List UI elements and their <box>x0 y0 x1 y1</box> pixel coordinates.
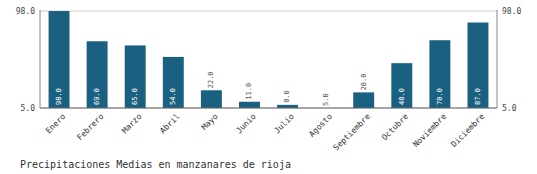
bars <box>49 11 489 108</box>
bar <box>391 63 412 108</box>
x-tick-label: Octubre <box>380 112 410 142</box>
data-label: 69.0 <box>93 88 101 105</box>
x-tick-label: Marzo <box>120 112 144 136</box>
y-axis-line <box>497 10 498 108</box>
data-label: 70.0 <box>436 88 444 105</box>
grid-line <box>40 11 497 12</box>
bar <box>49 11 70 108</box>
y-tick-label: 98.0 <box>502 7 521 16</box>
data-label: 11.0 <box>245 83 253 100</box>
bar <box>353 92 374 108</box>
data-label: 98.0 <box>55 88 63 105</box>
data-label: 65.0 <box>131 88 139 105</box>
x-tick-label: Julio <box>273 112 297 136</box>
bar <box>467 23 488 108</box>
y-tick-label: 5.0 <box>502 104 517 113</box>
bar <box>429 40 450 108</box>
x-axis-line <box>40 108 497 109</box>
bar <box>125 45 146 108</box>
x-tick-label: Diciembre <box>449 112 486 149</box>
chart: 5.0 5.0 98.0 98.0 98.0 69.0 65.0 54.0 22.0 11.0 8.… <box>0 0 537 174</box>
x-tick-label: Noviembre <box>411 112 448 149</box>
data-label: 54.0 <box>169 88 177 105</box>
data-label: 20.0 <box>360 74 368 91</box>
y-axis-line <box>40 10 41 108</box>
y-tick-label: 98.0 <box>16 7 35 16</box>
data-label: 5.0 <box>322 93 330 106</box>
x-tick-label: Mayo <box>200 112 220 132</box>
title: Precipitaciones Medias en manzanares de … <box>20 159 291 170</box>
x-tick-label: Febrero <box>75 112 105 142</box>
x-tick-label: Agosto <box>307 112 334 139</box>
bar <box>163 57 184 108</box>
bar <box>239 102 260 108</box>
x-tick-label: Septiembre <box>332 112 373 153</box>
x-tick-label: Enero <box>44 112 68 136</box>
x-tick-label: Junio <box>234 112 258 136</box>
x-tick-label: Abril <box>158 112 182 136</box>
data-label: 87.0 <box>474 88 482 105</box>
y-tick-label: 5.0 <box>21 104 36 113</box>
data-label: 48.0 <box>398 88 406 105</box>
bar <box>201 90 222 108</box>
data-label: 8.0 <box>283 90 291 103</box>
grid-line <box>40 108 497 109</box>
bar <box>87 41 108 108</box>
data-label: 22.0 <box>207 71 215 88</box>
